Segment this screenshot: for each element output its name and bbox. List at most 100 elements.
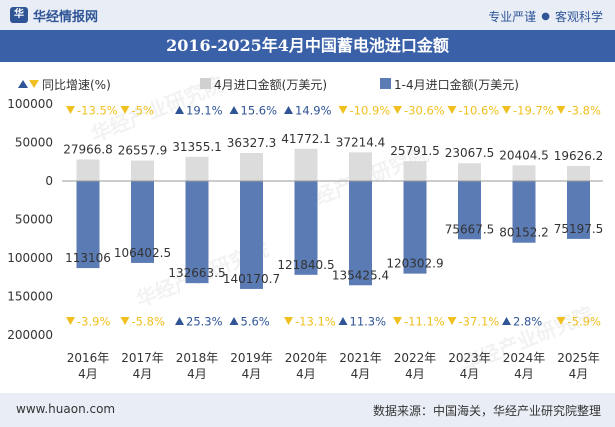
growth-down-icon bbox=[502, 106, 511, 114]
value-label-cumulative: 75197.5 bbox=[554, 222, 604, 236]
growth-label-monthly: 15.6% bbox=[241, 104, 278, 118]
legend-up-triangle-icon bbox=[18, 80, 28, 88]
x-tick-label-month: 4月 bbox=[569, 367, 589, 381]
dot-separator-icon: ● bbox=[541, 11, 550, 22]
growth-label-monthly: -30.6% bbox=[404, 104, 445, 118]
y-tick-label: 150000 bbox=[7, 290, 53, 304]
value-label-cumulative: 106402.5 bbox=[114, 246, 171, 260]
value-label-cumulative: 75667.5 bbox=[445, 222, 495, 236]
growth-label-monthly: -13.5% bbox=[77, 104, 118, 118]
growth-label-monthly: -5% bbox=[132, 104, 154, 118]
value-label-cumulative: 132663.5 bbox=[168, 266, 225, 280]
x-tick-label-month: 4月 bbox=[296, 367, 316, 381]
top-bar: 华 华经情报网 专业严谨 ● 客观科学 bbox=[0, 0, 615, 30]
legend-label-growth: 同比增速(%) bbox=[42, 78, 111, 92]
growth-down-icon bbox=[556, 317, 566, 325]
x-tick-label-year: 2024年 bbox=[503, 351, 546, 365]
slogan-tags: 专业严谨 ● 客观科学 bbox=[488, 8, 603, 25]
growth-label-monthly: 14.9% bbox=[295, 104, 332, 118]
x-tick-label-year: 2022年 bbox=[394, 351, 437, 365]
growth-label-cumulative: -13.1% bbox=[295, 315, 336, 329]
x-tick-label-year: 2025年 bbox=[557, 351, 600, 365]
growth-down-icon bbox=[66, 317, 75, 325]
growth-up-icon bbox=[502, 317, 511, 325]
value-label-monthly: 26557.9 bbox=[118, 144, 168, 158]
x-tick-label-year: 2018年 bbox=[176, 351, 219, 365]
value-label-monthly: 41772.1 bbox=[281, 132, 331, 146]
growth-down-icon bbox=[447, 106, 457, 114]
legend-label-monthly: 4月进口金额(万美元) bbox=[214, 77, 327, 92]
growth-label-cumulative: -37.1% bbox=[459, 315, 500, 329]
growth-label-monthly: -3.8% bbox=[568, 104, 601, 118]
growth-label-monthly: 19.1% bbox=[186, 104, 223, 118]
value-label-cumulative: 113106 bbox=[65, 251, 111, 265]
x-tick-label-year: 2023年 bbox=[448, 351, 491, 365]
slogan-tag: 专业严谨 bbox=[488, 10, 537, 24]
value-label-monthly: 25791.5 bbox=[390, 144, 440, 158]
data-source: 数据来源：中国海关，华经产业研究院整理 bbox=[372, 404, 601, 418]
value-label-monthly: 31355.1 bbox=[172, 140, 222, 154]
growth-up-icon bbox=[284, 106, 293, 114]
growth-down-icon bbox=[120, 317, 130, 325]
bar-monthly bbox=[240, 153, 263, 181]
bar-monthly bbox=[131, 160, 154, 181]
brand-name: 华经情报网 bbox=[33, 9, 99, 25]
bar-monthly bbox=[512, 165, 536, 181]
y-tick-label: 100000 bbox=[7, 251, 53, 265]
y-tick-label: 200000 bbox=[7, 328, 53, 342]
value-label-cumulative: 140170.7 bbox=[223, 272, 280, 286]
x-tick-label-month: 4月 bbox=[187, 367, 207, 381]
growth-up-icon bbox=[229, 106, 239, 114]
bar-cumulative bbox=[349, 181, 372, 286]
legend-down-triangle-icon bbox=[29, 80, 39, 88]
value-label-monthly: 27966.8 bbox=[63, 142, 113, 156]
bar-monthly bbox=[458, 163, 481, 181]
growth-down-icon bbox=[338, 106, 348, 114]
x-tick-label-month: 4月 bbox=[514, 367, 534, 381]
x-tick-label-month: 4月 bbox=[78, 367, 98, 381]
legend-label-cumulative: 1-4月进口金额(万美元) bbox=[394, 77, 519, 92]
y-tick-label: 100000 bbox=[7, 97, 53, 111]
growth-up-icon bbox=[229, 317, 239, 325]
x-tick-label-month: 4月 bbox=[405, 367, 425, 381]
x-tick-label-month: 4月 bbox=[460, 367, 480, 381]
x-tick-label-month: 4月 bbox=[133, 367, 153, 381]
y-tick-label: 50000 bbox=[15, 136, 53, 150]
growth-down-icon bbox=[66, 106, 75, 114]
legend-swatch-monthly bbox=[200, 78, 211, 89]
y-tick-label: 0 bbox=[45, 174, 53, 188]
bar-cumulative bbox=[294, 181, 318, 275]
growth-label-cumulative: -5.8% bbox=[132, 315, 165, 329]
website-link[interactable]: www.huaon.com bbox=[16, 402, 116, 416]
growth-label-cumulative: 25.3% bbox=[186, 315, 223, 329]
growth-label-monthly: -19.7% bbox=[513, 104, 554, 118]
chart: 华经产业研究院华经产业研究院华经产业研究院华经产业研究院同比增速(%)4月进口金… bbox=[7, 72, 604, 381]
growth-down-icon bbox=[556, 106, 566, 114]
bar-monthly bbox=[294, 148, 318, 181]
x-tick-label-month: 4月 bbox=[242, 367, 262, 381]
watermark: 华经产业研究院 bbox=[458, 302, 597, 377]
value-label-monthly: 20404.5 bbox=[499, 148, 549, 162]
x-tick-label-year: 2020年 bbox=[285, 351, 328, 365]
brand[interactable]: 华 华经情报网 bbox=[10, 7, 99, 25]
growth-up-icon bbox=[175, 106, 184, 114]
footer: www.huaon.com 数据来源：中国海关，华经产业研究院整理 bbox=[0, 393, 615, 427]
value-label-cumulative: 121840.5 bbox=[277, 258, 334, 272]
value-label-monthly: 23067.5 bbox=[445, 146, 495, 160]
growth-down-icon bbox=[284, 317, 293, 325]
bar-cumulative bbox=[567, 181, 590, 239]
growth-label-cumulative: 2.8% bbox=[513, 315, 542, 329]
x-tick-label-year: 2016年 bbox=[67, 351, 110, 365]
bar-cumulative bbox=[512, 181, 536, 243]
x-tick-label-month: 4月 bbox=[351, 367, 371, 381]
growth-label-cumulative: -11.1% bbox=[404, 315, 445, 329]
value-label-monthly: 19626.2 bbox=[554, 149, 604, 163]
bar-monthly bbox=[76, 159, 100, 181]
growth-down-icon bbox=[120, 106, 130, 114]
bar-monthly bbox=[185, 156, 209, 181]
growth-up-icon bbox=[338, 317, 348, 325]
growth-down-icon bbox=[393, 317, 402, 325]
value-label-monthly: 36327.3 bbox=[227, 136, 277, 150]
bar-cumulative bbox=[131, 181, 154, 263]
growth-down-icon bbox=[393, 106, 402, 114]
